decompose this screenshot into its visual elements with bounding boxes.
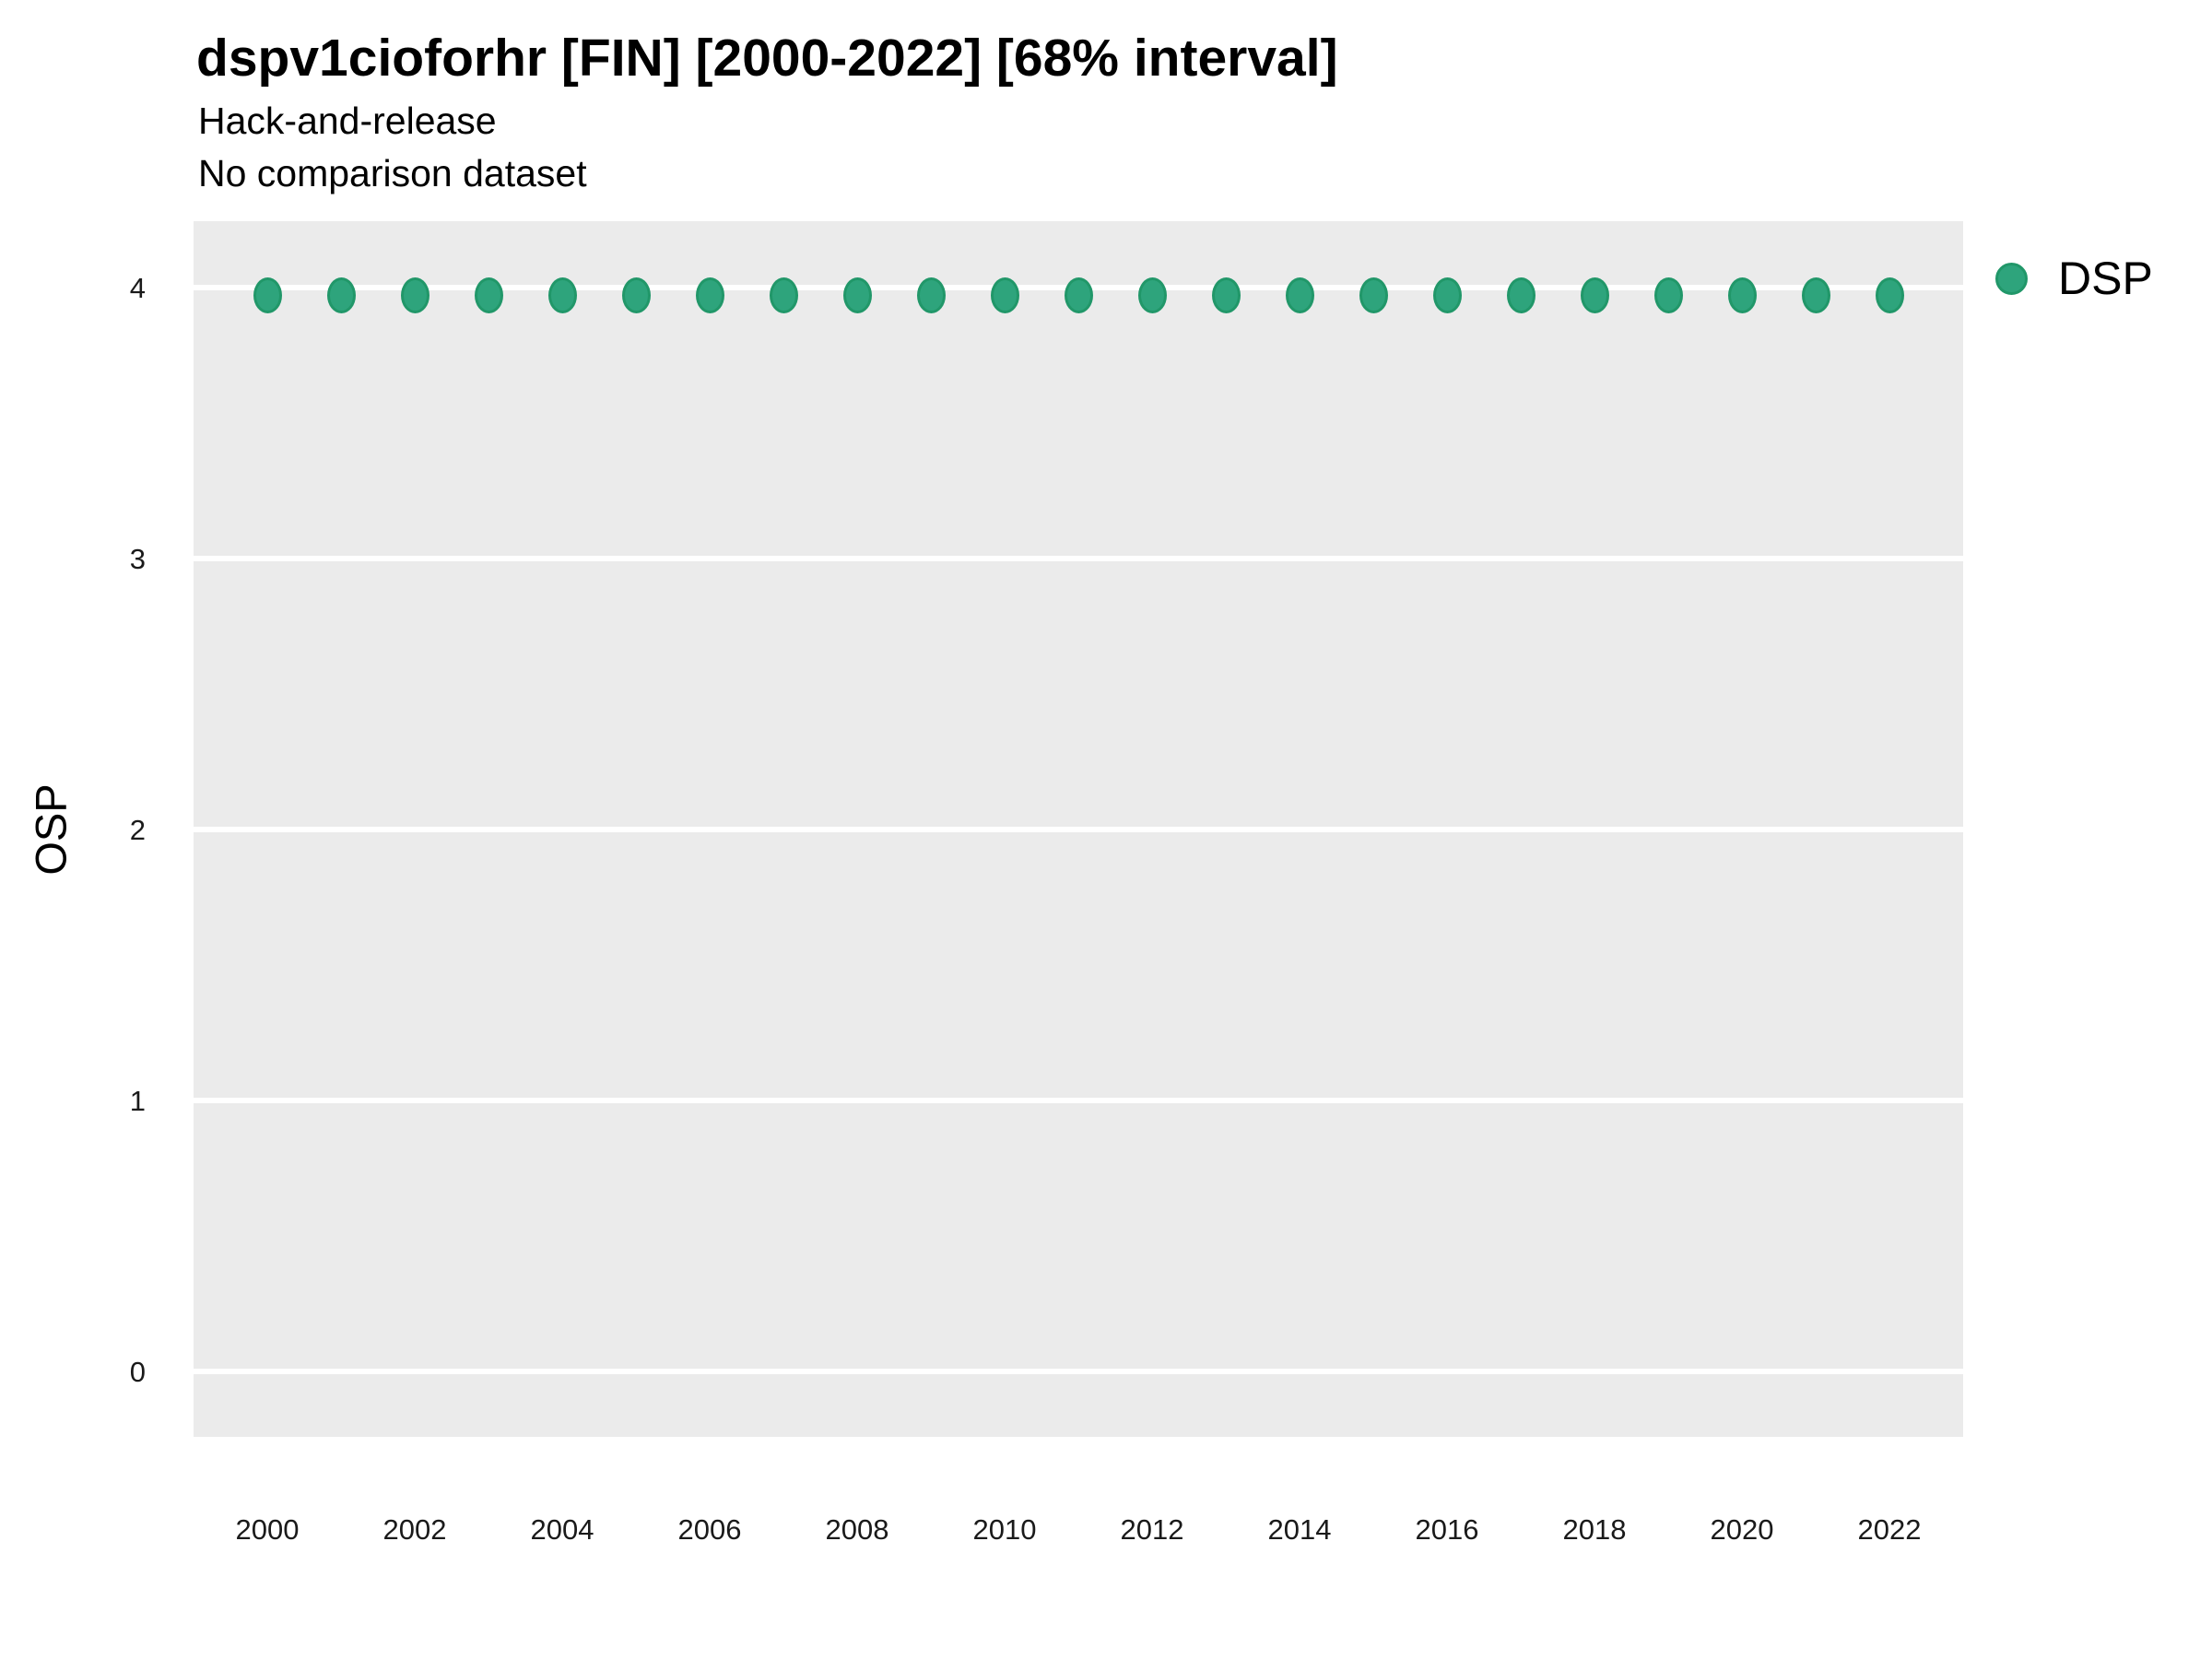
data-point-dsp-2018 [1580,277,1609,314]
data-point-dsp-2013 [1211,277,1241,314]
x-tick-label-2008: 2008 [825,1513,889,1546]
major-gridline-y3 [194,556,1963,561]
data-point-dsp-2000 [253,277,282,314]
legend-point-icon [1995,263,2028,295]
data-point-dsp-2015 [1359,277,1388,314]
y-tick-label-0: 0 [129,1356,146,1388]
x-tick-label-2012: 2012 [1120,1513,1184,1546]
data-point-dsp-2012 [1137,277,1167,314]
x-tick-label-2014: 2014 [1267,1513,1332,1546]
x-tick-label-2006: 2006 [677,1513,742,1546]
major-gridline-y2 [194,827,1963,832]
data-point-dsp-2010 [990,277,1019,314]
data-point-dsp-2005 [621,277,651,314]
chart-subtitle-line2: No comparison dataset [198,152,587,194]
major-gridline-y1 [194,1098,1963,1103]
x-tick-label-2000: 2000 [235,1513,300,1546]
data-point-dsp-2001 [326,277,356,314]
y-tick-label-3: 3 [129,543,146,575]
x-tick-label-2022: 2022 [1857,1513,1922,1546]
x-tick-label-2004: 2004 [530,1513,594,1546]
data-point-dsp-2020 [1727,277,1757,314]
y-tick-label-2: 2 [129,814,146,846]
data-point-dsp-2009 [916,277,946,314]
plot-panel [194,221,1963,1437]
major-gridline-y0 [194,1369,1963,1374]
legend-label: DSP [2058,253,2153,304]
data-point-dsp-2019 [1653,277,1683,314]
data-point-dsp-2016 [1432,277,1462,314]
data-point-dsp-2021 [1801,277,1830,314]
data-point-dsp-2011 [1064,277,1093,314]
x-tick-label-2018: 2018 [1562,1513,1627,1546]
data-point-dsp-2007 [769,277,798,314]
y-tick-label-4: 4 [129,272,146,304]
data-point-dsp-2003 [474,277,503,314]
data-point-dsp-2002 [400,277,429,314]
x-tick-label-2010: 2010 [972,1513,1037,1546]
data-point-dsp-2004 [547,277,577,314]
y-tick-label-1: 1 [129,1085,146,1117]
chart-subtitle-line1: Hack-and-release [198,100,497,142]
chart-title: dspv1cioforhr [FIN] [2000-2022] [68% int… [196,29,1338,88]
x-tick-label-2016: 2016 [1415,1513,1479,1546]
x-tick-label-2002: 2002 [382,1513,447,1546]
data-point-dsp-2017 [1506,277,1535,314]
x-tick-label-2020: 2020 [1710,1513,1774,1546]
data-point-dsp-2008 [842,277,872,314]
data-point-dsp-2014 [1285,277,1314,314]
data-point-dsp-2022 [1875,277,1904,314]
data-point-dsp-2006 [695,277,724,314]
